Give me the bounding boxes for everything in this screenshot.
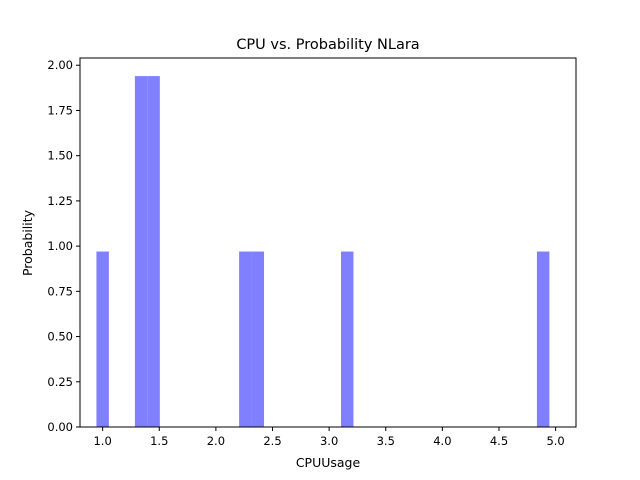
chart-title: CPU vs. Probability NLara xyxy=(236,37,419,53)
histogram-bar xyxy=(251,251,265,427)
plot-frame xyxy=(79,57,577,428)
histogram-bar xyxy=(96,251,109,427)
y-axis-label: Probability xyxy=(20,209,35,276)
histogram-bar xyxy=(239,251,252,427)
y-axis: 0.00 0.25 0.50 0.75 1.00 1.25 1.50 1.75 2.00 xyxy=(47,58,80,434)
histogram-bar xyxy=(147,76,160,427)
y-tick-label: 1.75 xyxy=(47,103,73,117)
y-tick-label: 1.50 xyxy=(47,149,73,163)
x-tick-label: 4.5 xyxy=(490,434,508,448)
y-tick-label: 1.25 xyxy=(47,194,73,208)
histogram-bar xyxy=(341,251,354,427)
x-tick-label: 1.0 xyxy=(93,434,111,448)
x-axis-label: CPUUsage xyxy=(296,455,361,470)
y-tick-label: 1.00 xyxy=(47,239,73,253)
x-tick-label: 3.0 xyxy=(320,434,338,448)
y-tick-label: 0.25 xyxy=(47,375,73,389)
y-tick-label: 0.75 xyxy=(47,284,73,298)
histogram-bar xyxy=(134,76,148,427)
y-tick-label: 0.50 xyxy=(47,330,73,344)
bars-group xyxy=(96,76,550,427)
x-tick-label: 2.0 xyxy=(207,434,225,448)
x-tick-label: 3.5 xyxy=(377,434,395,448)
x-tick-label: 1.5 xyxy=(150,434,168,448)
y-tick-label: 0.00 xyxy=(47,420,73,434)
x-tick-label: 2.5 xyxy=(263,434,281,448)
x-tick-label: 4.0 xyxy=(433,434,451,448)
x-tick-label: 5.0 xyxy=(546,434,564,448)
histogram-bar xyxy=(536,251,550,427)
y-tick-label: 2.00 xyxy=(47,58,73,72)
x-axis: 1.0 1.5 2.0 2.5 3.0 3.5 4.0 4.5 5.0 xyxy=(93,427,565,448)
